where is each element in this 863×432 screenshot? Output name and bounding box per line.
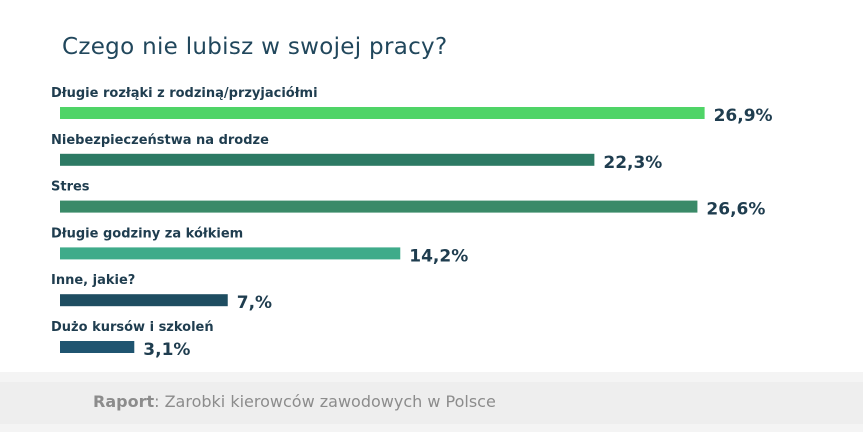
category-label: Długie godziny za kółkiem [51, 226, 243, 241]
category-label: Dużo kursów i szkoleń [51, 320, 214, 335]
bar [60, 247, 401, 260]
bar [60, 107, 705, 119]
value-label: 26,6% [706, 200, 765, 220]
bar-chart: Długie rozłąki z rodziną/przyjaciółmi 26,… [51, 86, 773, 360]
source-footer: Raport: Zarobki kierowców zawodowych w P… [0, 382, 863, 424]
category-label: Długie rozłąki z rodziną/przyjaciółmi [51, 86, 318, 101]
bar [60, 200, 698, 213]
value-label: 22,3% [603, 153, 662, 173]
chart-card: Czego nie lubisz w swojej pracy? [0, 0, 863, 372]
category-label: Stres [51, 180, 90, 195]
category-label: Niebezpieczeństwa na drodze [51, 133, 269, 148]
value-label: 7,% [237, 293, 272, 313]
chart-title: Czego nie lubisz w swojej pracy? [62, 34, 448, 60]
source-title: : Zarobki kierowców zawodowych w Polsce [154, 392, 496, 411]
category-label: Inne, jakie? [51, 273, 135, 288]
source-label: Raport [93, 392, 155, 411]
value-label: 26,9% [714, 106, 773, 126]
bar [60, 341, 135, 353]
value-label: 3,1% [143, 340, 190, 360]
bar [60, 153, 595, 166]
value-label: 14,2% [409, 246, 468, 266]
source-text: Raport: Zarobki kierowców zawodowych w P… [93, 392, 496, 411]
bar [60, 294, 228, 307]
